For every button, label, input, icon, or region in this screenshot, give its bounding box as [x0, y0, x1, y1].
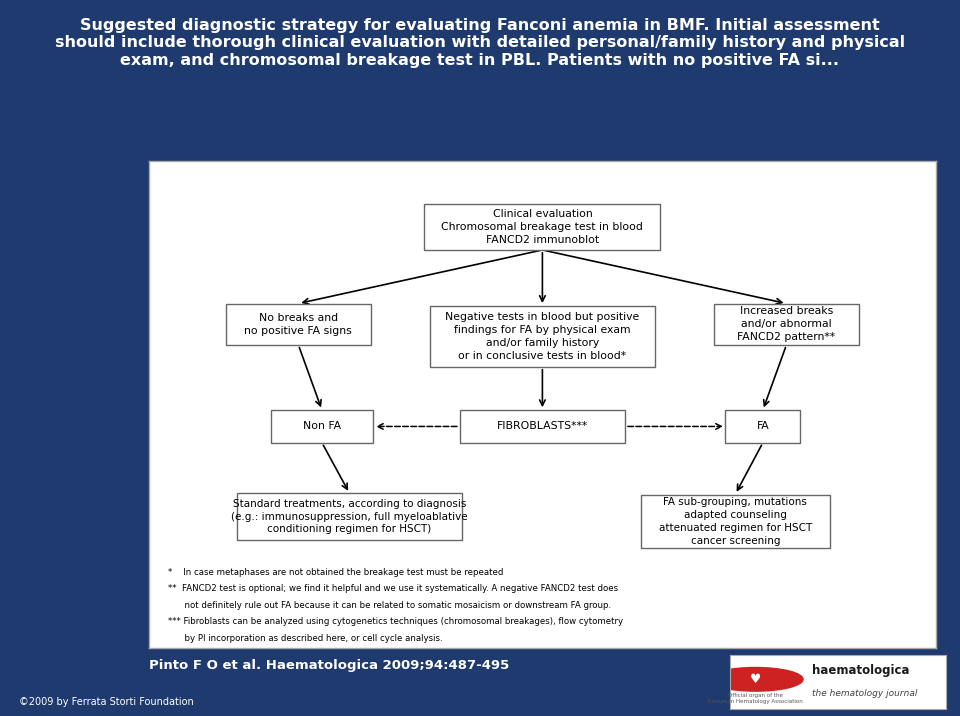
Text: by PI incorporation as described here, or cell cycle analysis.: by PI incorporation as described here, o… [169, 634, 444, 643]
FancyBboxPatch shape [424, 203, 660, 250]
Text: FA sub-grouping, mutations
adapted counseling
attenuated regimen for HSCT
cancer: FA sub-grouping, mutations adapted couns… [659, 497, 812, 546]
FancyBboxPatch shape [713, 304, 859, 345]
Text: Clinical evaluation
Chromosomal breakage test in blood
FANCD2 immunoblot: Clinical evaluation Chromosomal breakage… [442, 209, 643, 245]
Text: Pinto F O et al. Haematologica 2009;94:487-495: Pinto F O et al. Haematologica 2009;94:4… [149, 659, 509, 672]
Text: *** Fibroblasts can be analyzed using cytogenetics techniques (chromosomal break: *** Fibroblasts can be analyzed using cy… [169, 617, 624, 626]
Text: ♥: ♥ [750, 673, 761, 686]
Text: not definitely rule out FA because it can be related to somatic mosaicism or dow: not definitely rule out FA because it ca… [169, 601, 612, 610]
Text: No breaks and
no positive FA signs: No breaks and no positive FA signs [245, 313, 352, 336]
Text: **  FANCD2 test is optional; we find it helpful and we use it systematically. A : ** FANCD2 test is optional; we find it h… [169, 584, 618, 593]
FancyBboxPatch shape [226, 304, 372, 345]
Text: Negative tests in blood but positive
findings for FA by physical exam
and/or fam: Negative tests in blood but positive fin… [445, 312, 639, 361]
Text: ©2009 by Ferrata Storti Foundation: ©2009 by Ferrata Storti Foundation [19, 697, 194, 707]
FancyBboxPatch shape [460, 410, 625, 443]
Text: Standard treatments, according to diagnosis
(e.g.: immunosuppression, full myelo: Standard treatments, according to diagno… [231, 499, 468, 534]
Circle shape [708, 667, 803, 691]
FancyBboxPatch shape [237, 493, 462, 540]
Text: Increased breaks
and/or abnormal
FANCD2 pattern**: Increased breaks and/or abnormal FANCD2 … [737, 306, 835, 342]
FancyBboxPatch shape [726, 410, 801, 443]
FancyBboxPatch shape [430, 306, 655, 367]
Text: FIBROBLASTS***: FIBROBLASTS*** [496, 422, 588, 432]
FancyBboxPatch shape [271, 410, 373, 443]
FancyBboxPatch shape [641, 495, 829, 548]
Text: haematologica: haematologica [812, 664, 909, 677]
Text: Official organ of the
European Hematology Association: Official organ of the European Hematolog… [708, 692, 803, 704]
Text: Suggested diagnostic strategy for evaluating Fanconi anemia in BMF. Initial asse: Suggested diagnostic strategy for evalua… [55, 18, 905, 68]
Text: the hematology journal: the hematology journal [812, 690, 917, 698]
Text: Non FA: Non FA [303, 422, 341, 432]
Text: FA: FA [756, 422, 769, 432]
Text: *    In case metaphases are not obtained the breakage test must be repeated: * In case metaphases are not obtained th… [169, 568, 504, 576]
